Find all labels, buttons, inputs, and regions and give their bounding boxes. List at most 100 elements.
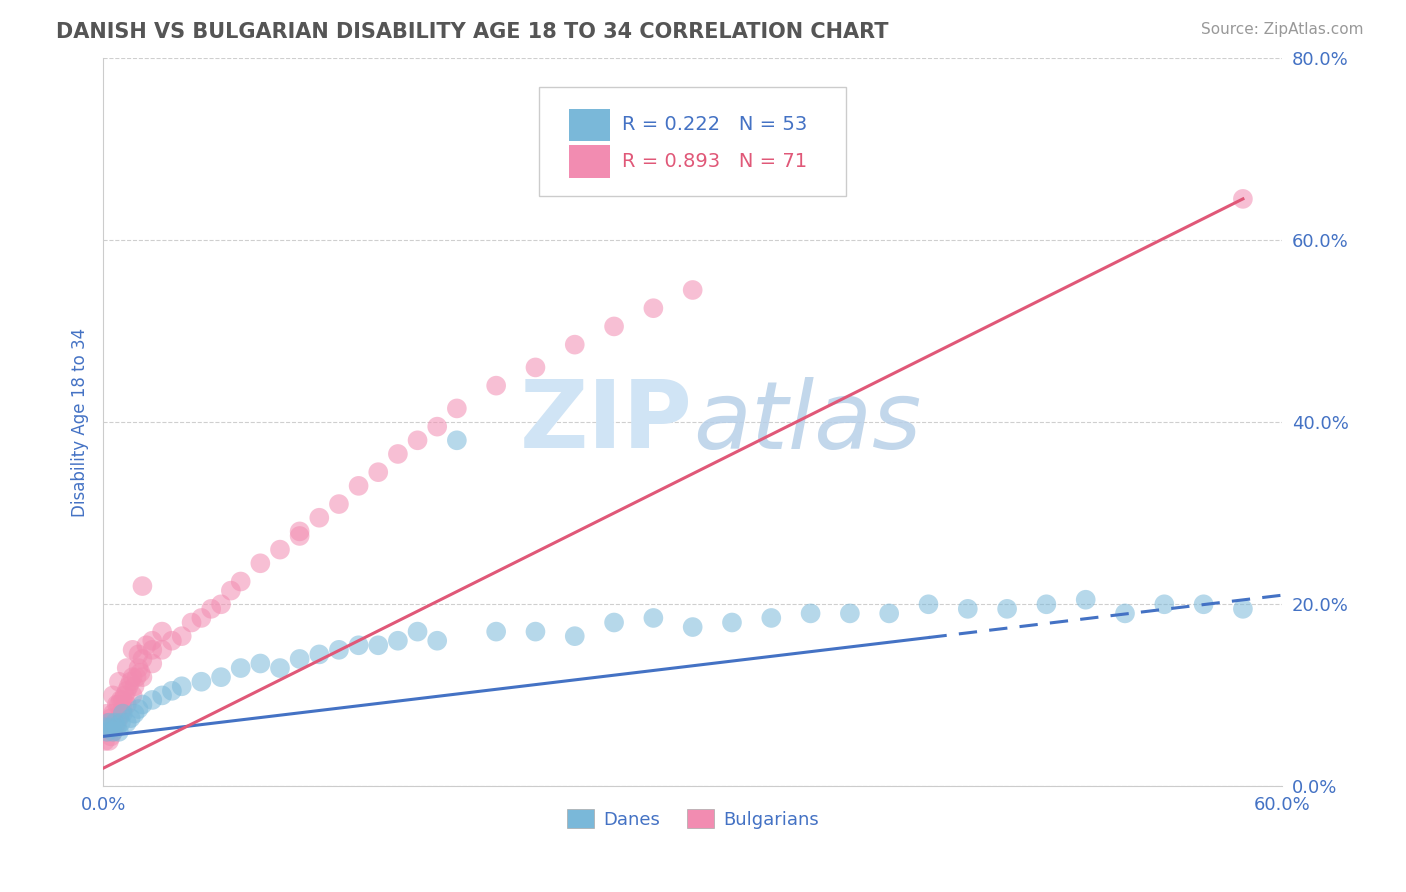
Bar (569, 109, 610, 142)
Point (131, 698, 153, 712)
Point (114, 689, 136, 703)
Text: atlas: atlas (693, 376, 921, 467)
Point (956, 602, 979, 616)
Point (387, 633, 409, 648)
Point (121, 689, 143, 703)
Point (1192, 597, 1215, 611)
Point (105, 715, 128, 730)
Point (131, 579, 153, 593)
Bar (569, 145, 610, 178)
Point (141, 643, 163, 657)
Point (105, 720, 128, 734)
Point (387, 447, 409, 461)
Point (160, 633, 183, 648)
Point (98, 715, 121, 730)
Y-axis label: Disability Age 18 to 34: Disability Age 18 to 34 (72, 327, 89, 516)
Point (101, 689, 124, 703)
Point (131, 652, 153, 666)
Point (524, 624, 547, 639)
Point (219, 583, 242, 598)
Point (347, 638, 370, 652)
Point (96, 724, 118, 739)
Point (800, 607, 823, 621)
Point (150, 689, 173, 703)
Point (485, 624, 508, 639)
Point (328, 497, 350, 511)
Point (406, 434, 429, 448)
Point (115, 715, 138, 730)
Point (110, 715, 132, 730)
Point (101, 724, 124, 739)
Point (101, 706, 124, 721)
Point (125, 670, 148, 684)
Point (643, 301, 665, 316)
Point (100, 711, 122, 725)
Point (446, 434, 468, 448)
Text: R = 0.893   N = 71: R = 0.893 N = 71 (621, 152, 807, 170)
Point (108, 674, 131, 689)
Point (269, 661, 291, 675)
Point (328, 643, 350, 657)
Point (104, 720, 127, 734)
Point (94, 734, 117, 748)
Point (269, 542, 291, 557)
Text: Source: ZipAtlas.com: Source: ZipAtlas.com (1201, 22, 1364, 37)
Point (838, 607, 860, 621)
Point (135, 638, 157, 652)
Point (141, 657, 163, 671)
Point (209, 670, 232, 684)
Point (1232, 602, 1254, 616)
Point (131, 670, 153, 684)
Point (170, 629, 193, 643)
Point (249, 657, 271, 671)
Point (124, 679, 146, 693)
Point (129, 665, 152, 680)
Point (485, 378, 508, 392)
Point (1153, 597, 1175, 611)
Point (170, 679, 193, 693)
Point (128, 702, 150, 716)
Point (308, 510, 330, 524)
Point (111, 702, 134, 716)
Point (308, 648, 330, 662)
Point (721, 615, 744, 630)
Point (1074, 592, 1097, 607)
Point (288, 529, 311, 543)
Point (190, 611, 212, 625)
Point (101, 724, 124, 739)
Point (105, 698, 128, 712)
Text: DANISH VS BULGARIAN DISABILITY AGE 18 TO 34 CORRELATION CHART: DANISH VS BULGARIAN DISABILITY AGE 18 TO… (56, 22, 889, 42)
Point (229, 574, 252, 589)
Point (100, 730, 122, 744)
Point (118, 679, 141, 693)
Point (115, 661, 138, 675)
Point (150, 624, 173, 639)
Point (160, 683, 183, 698)
Point (98, 715, 121, 730)
Point (121, 643, 143, 657)
Point (115, 698, 138, 712)
Point (761, 611, 783, 625)
Point (249, 556, 271, 570)
Point (96, 706, 118, 721)
Point (128, 648, 150, 662)
Point (124, 706, 146, 721)
Point (120, 711, 142, 725)
Point (111, 693, 134, 707)
Point (406, 624, 429, 639)
Point (564, 629, 586, 643)
Point (446, 401, 468, 416)
Point (108, 698, 131, 712)
Point (110, 693, 132, 707)
Point (200, 602, 222, 616)
Point (94, 720, 117, 734)
Point (111, 706, 134, 721)
Point (110, 706, 132, 721)
Point (190, 674, 212, 689)
Point (1114, 607, 1136, 621)
Point (104, 715, 127, 730)
Point (209, 597, 232, 611)
Point (682, 283, 704, 297)
Point (564, 337, 586, 351)
Point (150, 643, 173, 657)
